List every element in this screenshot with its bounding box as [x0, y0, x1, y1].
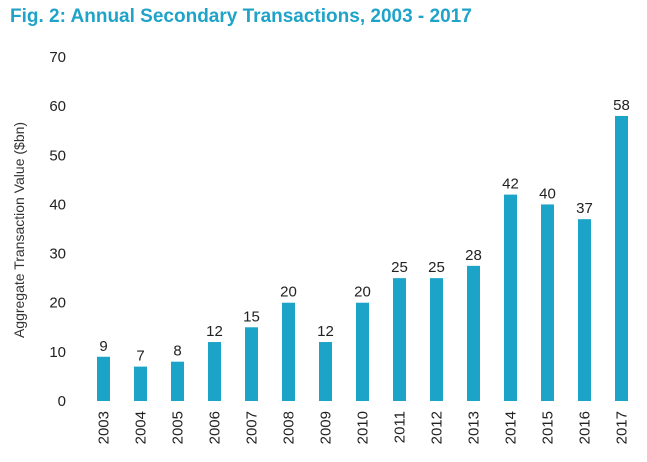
x-axis: 2003 2004 2005 2006 2007 2008 2009 2010 2011 2012…: [96, 411, 631, 444]
x-tick-label: 2004: [133, 411, 150, 444]
x-tick-label: 2007: [244, 411, 261, 444]
bar: [282, 302, 295, 401]
y-axis-title: Aggregate Transaction Value ($bn): [11, 122, 27, 338]
x-tick-label: 2009: [318, 411, 335, 444]
chart-title: Fig. 2: Annual Secondary Transactions, 2…: [10, 6, 472, 27]
x-tick-label: 2010: [355, 411, 372, 444]
y-tick-label: 50: [49, 147, 66, 164]
bar: [356, 302, 369, 401]
data-label: 20: [280, 284, 297, 301]
data-label: 7: [136, 348, 144, 365]
data-label: 28: [465, 247, 482, 264]
data-label: 37: [576, 200, 593, 217]
bar: [134, 366, 147, 401]
x-tick-label: 2014: [503, 411, 520, 444]
bar: [615, 115, 628, 401]
data-label: 58: [613, 97, 630, 114]
data-label: 25: [391, 259, 408, 276]
data-label: 42: [502, 176, 519, 193]
x-tick-label: 2017: [614, 411, 631, 444]
bar: [430, 278, 443, 401]
y-tick-label: 0: [58, 393, 66, 410]
y-tick-label: 30: [49, 246, 66, 263]
data-label: 15: [243, 308, 260, 325]
bar: [208, 342, 221, 401]
y-tick-label: 10: [49, 344, 66, 361]
bar: [171, 361, 184, 401]
x-tick-label: 2013: [466, 411, 483, 444]
bar: [319, 342, 332, 401]
bar: [393, 278, 406, 401]
x-tick-label: 2012: [429, 411, 446, 444]
y-tick-label: 20: [49, 295, 66, 312]
x-tick-label: 2011: [392, 411, 409, 443]
bars: [97, 115, 628, 401]
data-label: 12: [206, 323, 223, 340]
data-label: 12: [317, 323, 334, 340]
x-tick-label: 2016: [577, 411, 594, 444]
data-labels: 9 7 8 12 15 20 12 20 25 25 28 42 40 37 58: [99, 97, 630, 365]
data-label: 8: [173, 343, 181, 360]
data-label: 25: [428, 259, 445, 276]
data-label: 40: [539, 185, 556, 202]
x-tick-label: 2015: [540, 411, 557, 444]
data-label: 9: [99, 338, 107, 355]
data-label: 20: [354, 284, 371, 301]
x-tick-label: 2006: [207, 411, 224, 444]
y-tick-label: 70: [49, 49, 66, 66]
y-tick-label: 60: [49, 98, 66, 115]
bar: [541, 204, 554, 401]
bar: [97, 356, 110, 401]
bar: [578, 219, 591, 401]
y-tick-label: 40: [49, 196, 66, 213]
bar: [245, 327, 258, 401]
y-axis: 0 10 20 30 40 50 60 70: [49, 49, 66, 410]
bar: [467, 265, 480, 401]
bar: [504, 194, 517, 401]
x-tick-label: 2005: [170, 411, 187, 444]
x-tick-label: 2003: [96, 411, 113, 444]
x-tick-label: 2008: [281, 411, 298, 444]
